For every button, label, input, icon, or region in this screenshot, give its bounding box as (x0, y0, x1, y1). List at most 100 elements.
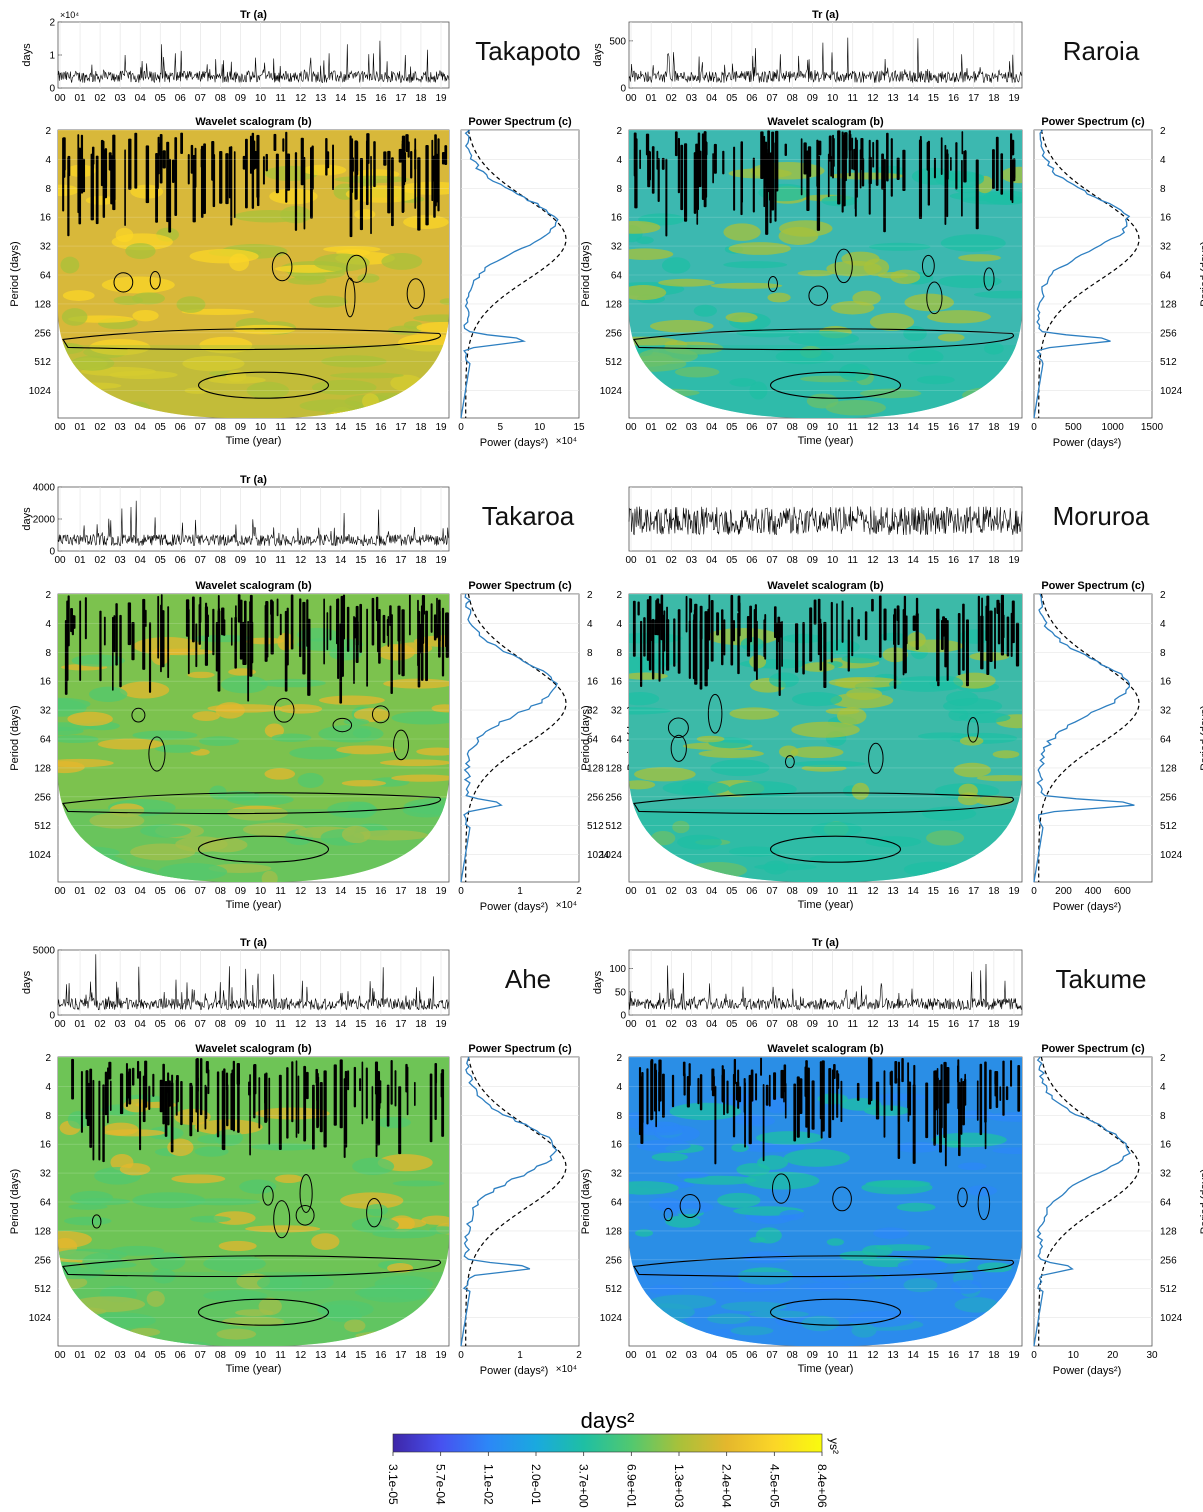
significance-streak (200, 145, 204, 218)
significance-streak (833, 138, 835, 167)
scalogram-blob (68, 1203, 108, 1210)
significance-streak (248, 1081, 251, 1096)
annual-contour (62, 792, 442, 815)
scalogram-xtick-label: 09 (235, 886, 247, 897)
significance-streak (397, 605, 401, 642)
significance-streak (355, 605, 359, 664)
significance-streak (398, 148, 403, 163)
significance-streak (430, 603, 433, 633)
significance-streak (818, 140, 822, 156)
significance-streak (705, 141, 708, 156)
period-tick-label: 512 (34, 1284, 51, 1295)
significance-streak (109, 1080, 112, 1112)
power-period-label: 2 (1160, 590, 1166, 601)
small-contour (957, 1187, 968, 1208)
scalogram-blob (683, 1175, 757, 1185)
period-tick-label: 4 (616, 155, 622, 166)
significance-streak (85, 1070, 89, 1120)
power-period-label: 4 (1160, 619, 1166, 630)
significance-streak (297, 1075, 300, 1134)
significance-streak (164, 1081, 168, 1137)
scalogram-blob (767, 292, 791, 303)
site-label: Takaroa (482, 501, 575, 531)
scalogram-blob (672, 820, 690, 834)
significance-streak (645, 133, 650, 156)
period-tick-label: 2 (45, 126, 51, 137)
significance-streak (203, 143, 206, 215)
significance-streak (268, 1077, 271, 1145)
significance-streak (890, 1070, 893, 1111)
scalogram-blob (649, 1294, 717, 1310)
colorbar-label: days² (581, 1408, 635, 1433)
scalogram-blob (313, 253, 370, 272)
significance-streak (383, 151, 387, 166)
power-period-label: 32 (1160, 242, 1172, 253)
tr-title: Tr (a) (240, 937, 267, 949)
significance-streak (883, 608, 887, 641)
significance-streak (688, 620, 691, 679)
scalogram-blob (403, 797, 449, 815)
significance-streak (251, 132, 255, 209)
significance-streak (836, 1070, 839, 1118)
significance-streak (695, 143, 699, 204)
scalogram-blob (829, 172, 905, 180)
significance-streak (251, 621, 254, 664)
scalogram-xtick-label: 16 (948, 422, 960, 433)
scalogram-blob (791, 721, 860, 738)
tr-ytick-label: 2000 (33, 515, 56, 526)
tr-xtick-label: 01 (74, 1019, 86, 1030)
scalogram-xtick-label: 02 (95, 1350, 107, 1361)
power-period-label: 1024 (1160, 850, 1183, 861)
significance-streak (346, 606, 350, 652)
tr-xtick-label: 06 (746, 93, 758, 104)
scalogram-blob (109, 803, 145, 818)
significance-streak (685, 595, 688, 633)
small-contour (113, 272, 134, 293)
tr-series (628, 963, 1023, 1011)
significance-streak (102, 1084, 105, 1163)
scalogram-blob (651, 1152, 688, 1162)
scalogram-xtick-label: 07 (195, 422, 207, 433)
period-tick-label: 256 (34, 328, 51, 339)
significance-streak (830, 601, 833, 663)
significance-streak (730, 594, 734, 666)
tr-xtick-label: 13 (887, 1019, 899, 1030)
tr-xtick-label: 05 (155, 1019, 167, 1030)
tr-xtick-label: 06 (746, 555, 758, 566)
power-xtick-label: 0 (1031, 422, 1037, 433)
scalogram-blob (140, 824, 191, 838)
significance-streak (180, 132, 184, 154)
tr-xtick-label: 11 (275, 1019, 286, 1030)
significance-streak (950, 157, 952, 171)
significance-streak (275, 153, 279, 194)
power-period-label: 1024 (1160, 386, 1183, 397)
power-period-label: 8 (587, 648, 593, 659)
scalogram-xtick-label: 12 (295, 422, 307, 433)
tr-xtick-label: 08 (787, 1019, 799, 1030)
tr-xtick-label: 09 (807, 93, 819, 104)
significance-streak (1011, 600, 1015, 644)
significance-streak (410, 151, 413, 179)
scalogram-xtick-label: 09 (807, 886, 819, 897)
tr-xtick-label: 04 (135, 555, 147, 566)
scalogram-blob (851, 782, 870, 800)
scalogram-xtick-label: 03 (686, 1350, 698, 1361)
scalogram-xtick-label: 05 (155, 422, 167, 433)
scalogram-xtick-label: 12 (867, 886, 879, 897)
small-contour (808, 285, 829, 306)
significance-streak (712, 153, 714, 184)
significance-streak (710, 599, 714, 662)
scalogram-blob (330, 372, 404, 379)
significance-streak (300, 137, 304, 186)
scalogram-blob (354, 209, 376, 220)
tr-xtick-label: 00 (625, 555, 637, 566)
scalogram-xtick-label: 07 (767, 1350, 779, 1361)
significance-streak (159, 1079, 163, 1113)
significance-streak (860, 137, 864, 170)
tr-xtick-label: 17 (968, 93, 980, 104)
scalogram-blob (650, 830, 676, 846)
scalogram-blob (67, 1111, 89, 1129)
